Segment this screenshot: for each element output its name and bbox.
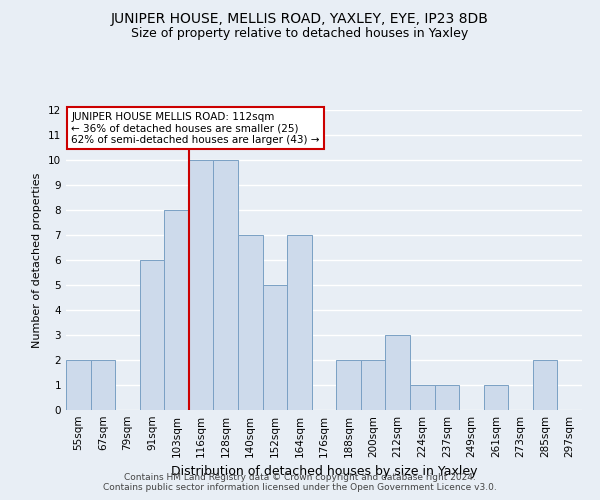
Text: JUNIPER HOUSE MELLIS ROAD: 112sqm
← 36% of detached houses are smaller (25)
62% : JUNIPER HOUSE MELLIS ROAD: 112sqm ← 36% … xyxy=(71,112,320,144)
Bar xyxy=(140,260,164,410)
Text: JUNIPER HOUSE, MELLIS ROAD, YAXLEY, EYE, IP23 8DB: JUNIPER HOUSE, MELLIS ROAD, YAXLEY, EYE,… xyxy=(111,12,489,26)
Bar xyxy=(410,385,434,410)
Bar xyxy=(91,360,115,410)
Bar xyxy=(533,360,557,410)
Bar xyxy=(263,285,287,410)
Bar xyxy=(287,235,312,410)
X-axis label: Distribution of detached houses by size in Yaxley: Distribution of detached houses by size … xyxy=(171,466,477,478)
Bar xyxy=(484,385,508,410)
Bar xyxy=(434,385,459,410)
Bar xyxy=(214,160,238,410)
Bar xyxy=(164,210,189,410)
Bar xyxy=(336,360,361,410)
Bar xyxy=(189,160,214,410)
Text: Contains HM Land Registry data © Crown copyright and database right 2024.
Contai: Contains HM Land Registry data © Crown c… xyxy=(103,473,497,492)
Y-axis label: Number of detached properties: Number of detached properties xyxy=(32,172,43,348)
Text: Size of property relative to detached houses in Yaxley: Size of property relative to detached ho… xyxy=(131,28,469,40)
Bar xyxy=(361,360,385,410)
Bar xyxy=(238,235,263,410)
Bar xyxy=(66,360,91,410)
Bar xyxy=(385,335,410,410)
